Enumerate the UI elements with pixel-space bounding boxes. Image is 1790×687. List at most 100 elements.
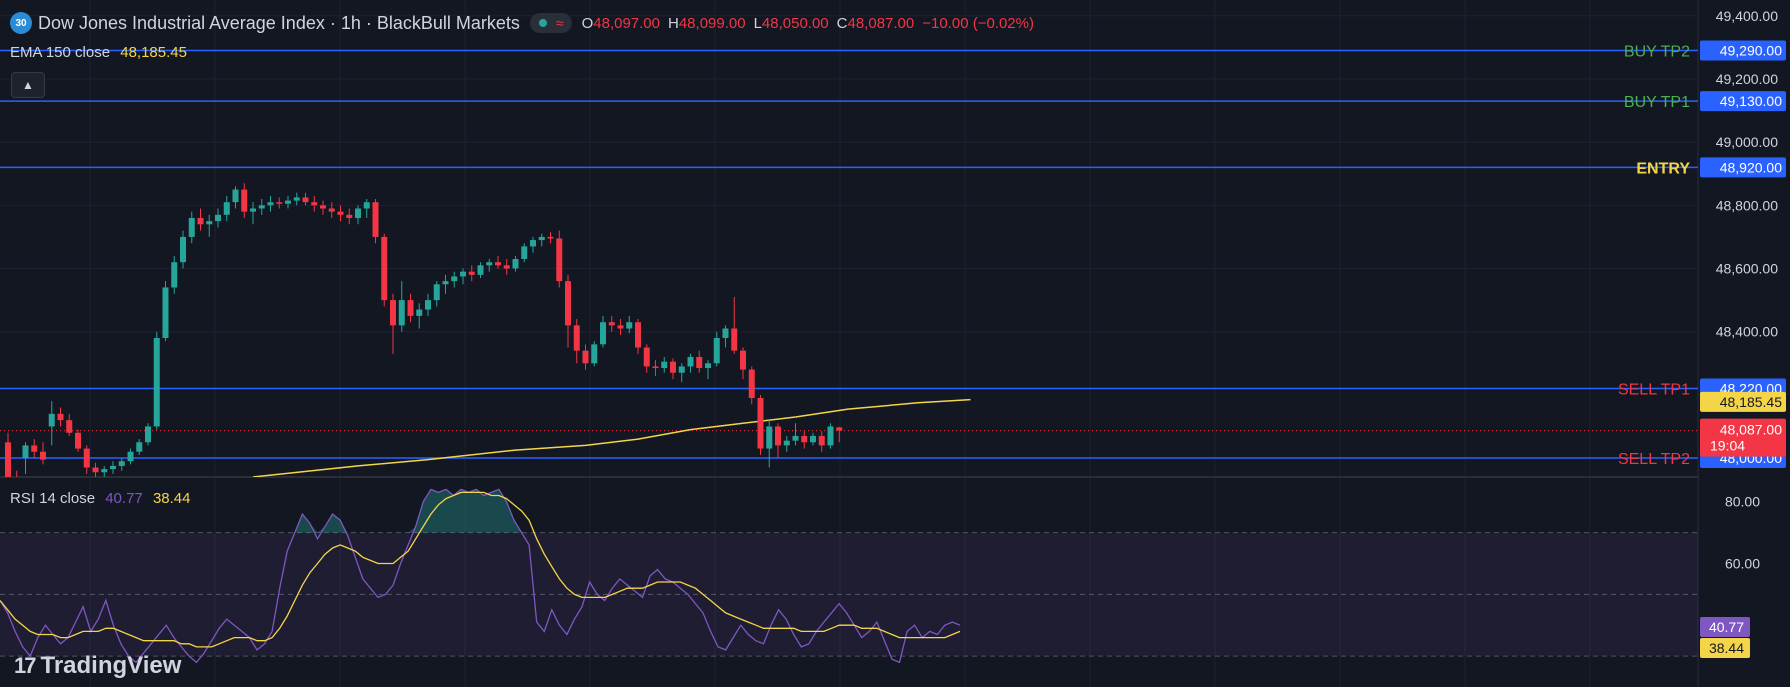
candle-body[interactable] xyxy=(451,276,458,282)
candle-body[interactable] xyxy=(757,398,764,449)
candle-body[interactable] xyxy=(398,300,405,326)
collapse-legend-button[interactable]: ▲ xyxy=(11,72,45,98)
ema-legend[interactable]: EMA 150 close 48,185.45 xyxy=(10,44,187,61)
candle-body[interactable] xyxy=(521,246,528,260)
candle-body[interactable] xyxy=(713,338,720,364)
candle-body[interactable] xyxy=(538,236,545,241)
candle-body[interactable] xyxy=(827,426,834,446)
candle-body[interactable] xyxy=(145,426,151,443)
candle-body[interactable] xyxy=(285,200,291,204)
candle-body[interactable] xyxy=(477,265,484,275)
candle-body[interactable] xyxy=(311,202,318,206)
candle-body[interactable] xyxy=(407,300,414,316)
candle-body[interactable] xyxy=(136,442,143,452)
candle-body[interactable] xyxy=(241,189,248,212)
candle-body[interactable] xyxy=(818,435,825,446)
market-status[interactable]: ≈ xyxy=(529,13,572,33)
symbol-title[interactable]: Dow Jones Industrial Average Index · 1h … xyxy=(38,12,520,33)
candle-body[interactable] xyxy=(731,328,738,351)
symbol-badge[interactable]: 30 xyxy=(10,12,32,34)
candle-body[interactable] xyxy=(101,469,108,473)
candle-body[interactable] xyxy=(328,208,335,212)
candle-body[interactable] xyxy=(425,300,431,310)
candle-body[interactable] xyxy=(320,205,326,209)
candle-body[interactable] xyxy=(617,325,624,329)
candle-body[interactable] xyxy=(302,197,309,203)
candle-body[interactable] xyxy=(5,442,11,483)
candle-body[interactable] xyxy=(442,281,449,285)
candle-body[interactable] xyxy=(372,202,379,237)
candle-body[interactable] xyxy=(92,467,99,473)
candle-body[interactable] xyxy=(643,347,650,367)
candle-body[interactable] xyxy=(722,328,729,339)
candle-body[interactable] xyxy=(635,322,641,348)
candle-body[interactable] xyxy=(608,322,615,326)
candle-body[interactable] xyxy=(468,271,475,275)
candle-body[interactable] xyxy=(792,435,799,441)
candle-body[interactable] xyxy=(573,325,580,351)
candle-body[interactable] xyxy=(652,366,659,369)
candle-body[interactable] xyxy=(433,284,440,301)
rsi-legend[interactable]: RSI 14 close 40.77 38.44 xyxy=(10,490,190,507)
candle-body[interactable] xyxy=(355,208,361,218)
candle-body[interactable] xyxy=(337,211,344,215)
candle-body[interactable] xyxy=(381,236,388,301)
candle-body[interactable] xyxy=(495,262,501,266)
candle-body[interactable] xyxy=(390,300,396,326)
candle-body[interactable] xyxy=(678,366,685,373)
candlesticks[interactable] xyxy=(5,183,843,505)
candle-body[interactable] xyxy=(687,356,694,367)
candle-body[interactable] xyxy=(110,465,116,470)
candle-body[interactable] xyxy=(276,202,283,204)
candle-body[interactable] xyxy=(748,369,755,399)
candle-body[interactable] xyxy=(22,445,29,459)
candle-body[interactable] xyxy=(740,350,746,370)
candle-body[interactable] xyxy=(547,236,554,239)
candle-body[interactable] xyxy=(188,217,195,237)
candle-body[interactable] xyxy=(626,322,633,329)
candle-body[interactable] xyxy=(783,440,790,446)
candle-body[interactable] xyxy=(836,427,843,431)
candle-body[interactable] xyxy=(75,432,81,449)
candle-body[interactable] xyxy=(250,208,256,212)
candle-body[interactable] xyxy=(670,361,676,373)
candle-body[interactable] xyxy=(162,287,169,339)
candle-body[interactable] xyxy=(83,448,90,468)
candle-body[interactable] xyxy=(171,262,178,288)
candle-body[interactable] xyxy=(460,271,466,277)
candle-body[interactable] xyxy=(766,426,773,449)
candle-body[interactable] xyxy=(40,451,46,460)
candle-body[interactable] xyxy=(565,281,571,326)
candle-body[interactable] xyxy=(118,461,125,466)
candle-body[interactable] xyxy=(180,236,186,263)
candle-body[interactable] xyxy=(258,205,265,209)
candle-body[interactable] xyxy=(223,202,230,215)
candle-body[interactable] xyxy=(293,197,300,201)
candle-body[interactable] xyxy=(801,435,808,443)
candle-body[interactable] xyxy=(775,426,781,446)
candle-body[interactable] xyxy=(66,420,73,433)
candle-body[interactable] xyxy=(600,322,606,345)
candle-body[interactable] xyxy=(582,350,589,364)
candle-body[interactable] xyxy=(363,202,370,209)
candle-body[interactable] xyxy=(503,265,510,269)
tradingview-logo[interactable]: 17 TradingView xyxy=(14,652,181,680)
candle-body[interactable] xyxy=(232,189,239,203)
candle-body[interactable] xyxy=(215,214,221,222)
candle-body[interactable] xyxy=(661,361,668,369)
candle-body[interactable] xyxy=(31,445,38,452)
candle-body[interactable] xyxy=(346,214,353,218)
candle-body[interactable] xyxy=(696,356,703,369)
candle-body[interactable] xyxy=(416,309,423,316)
candle-body[interactable] xyxy=(556,238,563,282)
candle-body[interactable] xyxy=(705,363,711,369)
candle-body[interactable] xyxy=(153,338,160,427)
price-axis[interactable]: 49,400.00 49,200.00 49,000.00 48,800.00 48,6… xyxy=(1699,0,1790,687)
candle-body[interactable] xyxy=(127,451,134,462)
candle-body[interactable] xyxy=(591,344,598,364)
candle-body[interactable] xyxy=(48,413,55,427)
candle-body[interactable] xyxy=(267,202,274,206)
candle-body[interactable] xyxy=(530,240,536,247)
candle-body[interactable] xyxy=(512,259,519,269)
